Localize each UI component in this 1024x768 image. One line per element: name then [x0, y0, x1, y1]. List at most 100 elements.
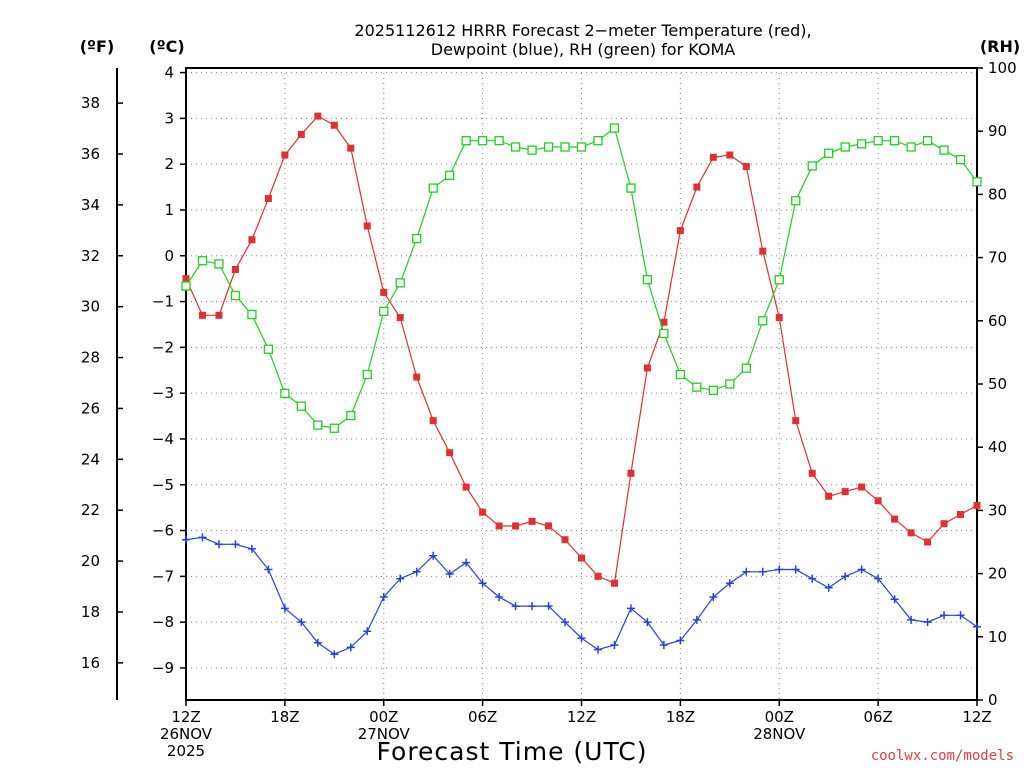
data-point-dewpoint — [544, 602, 553, 611]
data-point-rh — [329, 423, 339, 433]
fahrenheit-tick-label: 30 — [81, 298, 100, 316]
grid — [185, 68, 978, 700]
data-point-dewpoint — [330, 650, 339, 659]
data-point-rh — [527, 145, 537, 155]
celsius-tick-label: 3 — [164, 109, 174, 127]
rh-tick-label: 50 — [988, 375, 1007, 393]
data-point-dewpoint — [577, 634, 586, 643]
rh-tick-label: 30 — [988, 501, 1007, 519]
data-point-temperature — [297, 130, 305, 138]
x-tick-label: 00Z 27NOV — [358, 708, 411, 743]
data-point-rh — [362, 369, 372, 380]
celsius-unit-label: (ºC) — [149, 37, 184, 56]
data-point-rh — [263, 344, 274, 354]
data-point-temperature — [627, 469, 635, 477]
data-point-temperature — [198, 311, 206, 319]
data-point-dewpoint — [346, 643, 355, 652]
data-point-temperature — [775, 314, 783, 322]
x-tick-label: 00Z 28NOV — [753, 708, 806, 743]
data-point-rh — [922, 136, 933, 146]
data-point-dewpoint — [247, 544, 256, 553]
data-point-rh — [560, 142, 570, 152]
data-point-rh — [412, 233, 422, 244]
data-point-rh — [758, 316, 768, 326]
data-point-rh — [939, 145, 949, 155]
data-point-dewpoint — [593, 645, 602, 654]
data-point-rh — [807, 161, 817, 171]
data-point-dewpoint — [692, 615, 701, 624]
rh-tick-label: 20 — [988, 565, 1007, 583]
rh-tick-label: 90 — [988, 122, 1007, 140]
data-point-temperature — [610, 579, 618, 587]
data-point-temperature — [413, 373, 421, 381]
data-point-temperature — [940, 520, 948, 528]
rh-tick-label: 60 — [988, 312, 1007, 330]
fahrenheit-tick-label: 20 — [81, 552, 100, 570]
data-point-rh — [725, 379, 735, 389]
data-point-temperature — [742, 162, 750, 170]
data-point-rh — [659, 328, 669, 339]
data-point-rh — [428, 183, 438, 193]
data-point-temperature — [264, 195, 272, 203]
data-point-temperature — [808, 469, 816, 477]
x-tick-label: 12Z 26NOV 2025 — [160, 708, 213, 760]
data-point-dewpoint — [445, 570, 454, 579]
data-point-temperature — [429, 417, 437, 425]
data-point-dewpoint — [561, 618, 570, 627]
data-point-temperature — [446, 449, 454, 457]
data-point-dewpoint — [214, 540, 223, 549]
data-point-dewpoint — [626, 604, 635, 613]
data-point-dewpoint — [841, 572, 850, 581]
data-point-dewpoint — [874, 574, 883, 583]
data-point-dewpoint — [824, 583, 833, 592]
data-point-dewpoint — [396, 574, 405, 583]
celsius-tick-label: 0 — [164, 247, 174, 265]
data-point-temperature — [528, 517, 536, 525]
data-point-dewpoint — [758, 567, 767, 576]
data-point-dewpoint — [264, 565, 273, 574]
data-point-temperature — [594, 572, 602, 580]
data-point-dewpoint — [182, 535, 190, 544]
data-point-dewpoint — [528, 602, 537, 611]
data-point-rh — [873, 136, 883, 146]
data-point-temperature — [231, 266, 239, 274]
data-point-temperature — [215, 311, 223, 319]
data-point-dewpoint — [940, 611, 949, 620]
data-point-temperature — [957, 511, 965, 519]
data-point-rh — [889, 136, 900, 146]
data-point-dewpoint — [495, 592, 504, 601]
data-point-rh — [856, 139, 867, 149]
chart-title-line-2: Dewpoint (blue), RH (green) for KOMA — [431, 40, 736, 59]
data-point-rh — [824, 148, 834, 158]
x-tick-label: 18Z — [270, 708, 299, 726]
celsius-tick-label: −3 — [152, 384, 174, 402]
data-point-rh — [955, 154, 966, 165]
data-point-dewpoint — [643, 618, 652, 627]
data-point-dewpoint — [610, 641, 619, 650]
data-point-rh — [791, 196, 801, 206]
data-point-temperature — [709, 153, 717, 161]
celsius-tick-label: −9 — [152, 659, 174, 677]
data-point-dewpoint — [297, 618, 306, 627]
data-point-temperature — [512, 522, 520, 530]
fahrenheit-tick-label: 38 — [81, 94, 100, 112]
fahrenheit-tick-label: 32 — [81, 247, 100, 265]
data-point-dewpoint — [775, 565, 784, 574]
data-point-temperature — [841, 488, 849, 496]
data-point-rh — [774, 275, 784, 285]
fahrenheit-tick-label: 28 — [81, 349, 100, 367]
celsius-tick-label: −1 — [152, 293, 174, 311]
series-layer — [181, 112, 982, 659]
data-point-dewpoint — [231, 540, 240, 549]
data-point-temperature — [248, 236, 256, 244]
x-tick-label: 18Z — [666, 708, 695, 726]
data-point-dewpoint — [907, 615, 916, 624]
data-point-temperature — [347, 144, 355, 152]
data-point-temperature — [561, 536, 569, 544]
data-point-temperature — [858, 483, 866, 491]
data-point-rh — [494, 136, 504, 146]
data-point-dewpoint — [429, 551, 438, 560]
data-point-rh — [840, 142, 850, 152]
fahrenheit-axis-ticks: 38 36 34 32 30 28 26 24 22 20 18 16 — [81, 94, 123, 672]
data-point-temperature — [792, 417, 800, 425]
